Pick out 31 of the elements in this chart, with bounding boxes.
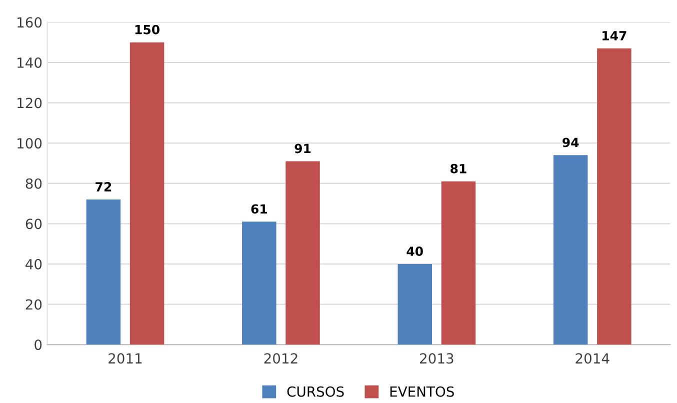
data-label: 94 xyxy=(562,138,579,148)
y-tick-label: 60 xyxy=(26,218,42,230)
x-tick-label: 2012 xyxy=(264,353,298,364)
bar xyxy=(398,264,432,345)
bar xyxy=(242,222,276,345)
x-tick-label: 2014 xyxy=(576,353,610,364)
data-label: 91 xyxy=(294,144,311,154)
y-tick-label: 100 xyxy=(18,138,42,149)
legend-label: EVENTOS xyxy=(390,386,454,397)
data-label: 150 xyxy=(135,24,160,34)
bar xyxy=(130,42,164,345)
bar xyxy=(553,155,588,345)
y-tick-label: 120 xyxy=(18,98,42,108)
bar xyxy=(86,199,121,345)
x-tick-label: 2011 xyxy=(108,353,142,364)
y-tick-label: 0 xyxy=(34,340,42,350)
bar xyxy=(441,181,476,345)
y-tick-label: 140 xyxy=(18,57,42,68)
legend-label: CURSOS xyxy=(287,386,344,397)
y-tick-label: 40 xyxy=(26,258,42,270)
bar xyxy=(286,161,320,345)
bar xyxy=(597,48,632,345)
y-tick-label: 160 xyxy=(18,17,42,28)
y-tick-label: 80 xyxy=(26,178,42,189)
data-label: 40 xyxy=(406,246,423,256)
data-label: 81 xyxy=(450,164,466,174)
data-label: 147 xyxy=(602,31,626,40)
data-label: 72 xyxy=(96,182,112,192)
data-label: 61 xyxy=(251,204,267,214)
y-tick-label: 20 xyxy=(26,299,42,310)
x-tick-label: 2013 xyxy=(420,353,454,364)
